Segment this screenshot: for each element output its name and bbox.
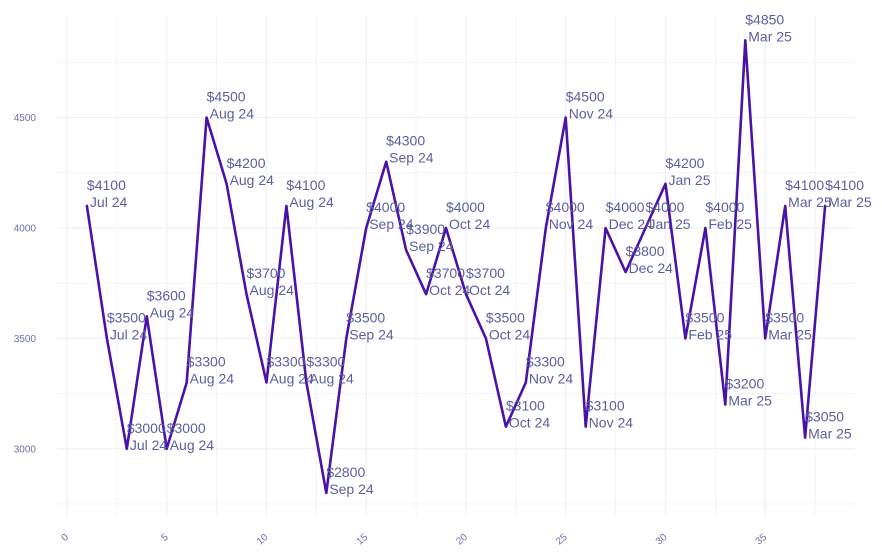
data-label-price: $4100 <box>286 177 325 193</box>
y-tick-label: 4000 <box>14 223 37 234</box>
data-label-price: $3600 <box>147 287 186 303</box>
data-label-price: $4000 <box>606 199 645 215</box>
x-tick-label: 15 <box>355 532 371 548</box>
data-label-month: Sep 24 <box>349 326 394 342</box>
data-label-price: $3200 <box>725 376 764 392</box>
x-tick-label: 25 <box>554 532 570 548</box>
data-label-month: Mar 25 <box>788 194 832 210</box>
data-label-price: $3800 <box>626 243 665 259</box>
data-label-month: Sep 24 <box>409 238 454 254</box>
data-label-price: $3500 <box>486 309 525 325</box>
data-label-price: $3700 <box>247 265 286 281</box>
data-label-month: Aug 24 <box>190 371 235 387</box>
data-label-month: Nov 24 <box>549 216 594 232</box>
data-label-price: $3100 <box>506 398 545 414</box>
data-label-month: Aug 24 <box>150 304 195 320</box>
data-label-price: $4500 <box>207 89 246 105</box>
data-label-month: Nov 24 <box>529 371 574 387</box>
data-label-month: Jan 25 <box>649 216 691 232</box>
data-label-month: Oct 24 <box>469 282 510 298</box>
x-tick-label: 20 <box>454 532 470 548</box>
y-tick-label: 3500 <box>14 334 37 345</box>
data-label-month: Jul 24 <box>90 194 128 210</box>
data-label-month: Aug 24 <box>250 282 295 298</box>
x-tick-label: 10 <box>255 532 271 548</box>
data-label-month: Nov 24 <box>589 415 634 431</box>
data-label-month: Aug 24 <box>210 106 255 122</box>
data-label-month: Dec 24 <box>609 216 654 232</box>
data-label-month: Dec 24 <box>629 260 674 276</box>
price-series-line <box>85 38 827 495</box>
data-label-price: $4000 <box>646 199 685 215</box>
data-label-price: $3700 <box>426 265 465 281</box>
data-label-month: Aug 24 <box>230 172 275 188</box>
data-label-price: $4850 <box>745 11 784 27</box>
data-label-price: $2800 <box>326 464 365 480</box>
data-label-price: $3500 <box>346 309 385 325</box>
data-label-price: $3900 <box>406 221 445 237</box>
data-label-price: $3100 <box>586 398 625 414</box>
x-tick-label: 5 <box>159 532 171 544</box>
x-tick-label: 35 <box>754 532 770 548</box>
data-label-price: $3700 <box>466 265 505 281</box>
data-label-price: $3000 <box>167 420 206 436</box>
x-tick-label: 0 <box>60 532 72 544</box>
data-label-month: Mar 25 <box>808 426 852 442</box>
data-label-price: $3050 <box>805 409 844 425</box>
data-label-price: $4300 <box>386 133 425 149</box>
data-label-month: Feb 25 <box>708 216 752 232</box>
data-label-price: $4100 <box>785 177 824 193</box>
data-label-month: Mar 25 <box>828 194 872 210</box>
data-label-month: Aug 24 <box>289 194 334 210</box>
x-tick-label: 30 <box>654 532 670 548</box>
data-label-price: $4200 <box>227 155 266 171</box>
data-label-price: $4100 <box>87 177 126 193</box>
data-label-month: Aug 24 <box>309 371 354 387</box>
data-label-price: $3300 <box>266 354 305 370</box>
data-label-price: $3000 <box>127 420 166 436</box>
grid <box>57 16 855 515</box>
data-label-month: Oct 24 <box>489 326 530 342</box>
data-label-month: Jan 25 <box>668 172 710 188</box>
data-label-price: $3500 <box>685 309 724 325</box>
data-label-price: $4100 <box>825 177 864 193</box>
y-axis: 3000 3500 4000 4500 <box>14 113 37 455</box>
data-label-month: Oct 24 <box>429 282 470 298</box>
data-label-price: $3300 <box>187 354 226 370</box>
data-label-month: Oct 24 <box>449 216 490 232</box>
y-tick-label: 3000 <box>14 444 37 455</box>
x-axis: 0 5 10 15 20 25 30 35 <box>60 532 770 548</box>
data-label-price: $4000 <box>366 199 405 215</box>
data-label-month: Feb 25 <box>688 326 732 342</box>
y-tick-label: 4500 <box>14 113 37 124</box>
data-label-price: $4000 <box>546 199 585 215</box>
data-label-month: Mar 25 <box>748 28 792 44</box>
data-label-month: Mar 25 <box>768 326 812 342</box>
data-label-price: $3500 <box>765 309 804 325</box>
data-label-price: $3300 <box>526 354 565 370</box>
data-label-price: $3300 <box>306 354 345 370</box>
data-label-month: Jul 24 <box>110 326 148 342</box>
data-label-month: Sep 24 <box>389 150 434 166</box>
data-label-price: $4000 <box>705 199 744 215</box>
data-label-month: Sep 24 <box>329 481 374 497</box>
data-label-month: Sep 24 <box>369 216 414 232</box>
data-label-month: Nov 24 <box>569 106 614 122</box>
data-label-price: $4500 <box>566 89 605 105</box>
data-label-price: $4200 <box>665 155 704 171</box>
data-label-month: Jul 24 <box>130 437 168 453</box>
data-label-price: $4000 <box>446 199 485 215</box>
data-label-price: $3500 <box>107 309 146 325</box>
data-label-month: Aug 24 <box>170 437 215 453</box>
data-label-month: Mar 25 <box>728 393 772 409</box>
data-label-month: Aug 24 <box>269 371 314 387</box>
data-label-month: Oct 24 <box>509 415 550 431</box>
